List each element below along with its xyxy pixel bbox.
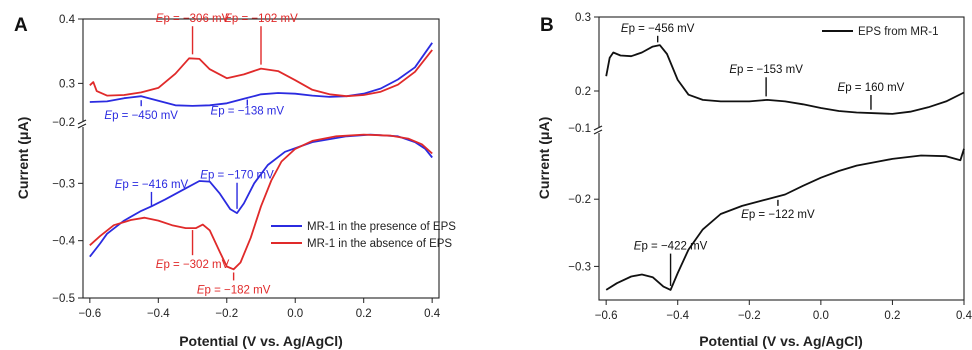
panel-a-legend: MR-1 in the presence of EPS MR-1 in the …: [271, 221, 456, 250]
legend-label-absent: MR-1 in the absence of EPS: [307, 238, 452, 250]
panel-b-ylabel: Current (μA): [536, 117, 552, 199]
axis-break-mark: [77, 119, 87, 125]
peak-annotation: Ep = −302 mV: [156, 259, 230, 271]
x-tick-label: 0.2: [356, 308, 372, 320]
peak-annotation-e: E: [197, 284, 205, 296]
series-line-upper-eps-from-mr-1: [605, 44, 965, 115]
y-tick-label: −0.3: [52, 178, 75, 190]
x-tick-label: 0.4: [424, 308, 441, 320]
peak-annotation-rest: p = −306 mV: [163, 13, 229, 25]
peak-annotation: Ep = −102 mV: [224, 13, 298, 25]
y-break-label: −0.2: [52, 117, 75, 129]
peak-annotation-rest: p = −170 mV: [208, 170, 274, 182]
x-tick-label: −0.4: [666, 310, 689, 322]
panel-b-frame: [598, 16, 965, 301]
peak-annotation-rest: p = −122 mV: [749, 209, 815, 221]
peak-annotation-e: E: [741, 209, 749, 221]
y-tick-label: 0.4: [59, 14, 76, 26]
peak-annotation-rest: p = −153 mV: [737, 64, 803, 76]
peak-annotation-rest: p = −422 mV: [641, 241, 707, 253]
x-tick-label: 0.0: [813, 310, 829, 322]
x-tick-label: −0.6: [78, 308, 101, 320]
axis-break-mark: [593, 125, 603, 131]
y-tick-label: −0.5: [52, 293, 75, 305]
panel-a: A −0.6 −0.4 −0.2 0.0 0.2 0.4 0.4 0.3 −0.2 −0.3 −0.…: [14, 13, 456, 349]
peak-annotation-e: E: [200, 170, 208, 182]
panel-b-xlabel: Potential (V vs. Ag/AgCl): [699, 333, 863, 349]
axis-break-gap: [596, 127, 602, 133]
peak-annotation: Ep = −450 mV: [104, 110, 178, 122]
peak-annotation-e: E: [104, 110, 112, 122]
peak-annotation: Ep = −422 mV: [634, 241, 708, 253]
peak-annotation-rest: p = −102 mV: [232, 13, 298, 25]
peak-annotation-e: E: [838, 82, 846, 94]
x-tick-label: −0.2: [215, 308, 238, 320]
y-tick-label: −0.2: [568, 194, 591, 206]
peak-annotation-rest: p = −450 mV: [112, 110, 178, 122]
x-tick-label: −0.6: [595, 310, 618, 322]
peak-annotation: Ep = −153 mV: [729, 64, 803, 76]
panel-a-frame: [82, 18, 440, 299]
x-tick-label: 0.0: [287, 308, 303, 320]
y-tick-label: 0.2: [575, 86, 591, 98]
legend-label-present: MR-1 in the presence of EPS: [307, 221, 456, 233]
series-line-lower-eps-from-mr-1: [605, 148, 965, 291]
peak-annotation-e: E: [156, 259, 164, 271]
x-tick-label: −0.2: [738, 310, 761, 322]
peak-annotation-e: E: [621, 23, 629, 35]
peak-annotation: Ep = −416 mV: [115, 179, 189, 191]
x-tick-label: 0.2: [884, 310, 900, 322]
series-line-upper-mr-1-in-the-presence-of-eps: [89, 42, 433, 107]
peak-annotation-e: E: [211, 105, 219, 117]
panel-a-label: A: [14, 15, 28, 36]
axis-break-mark: [77, 123, 87, 129]
axis-break-mark: [593, 129, 603, 135]
y-tick-label: −0.3: [568, 261, 591, 273]
x-tick-label: 0.4: [956, 310, 972, 322]
axis-break-gap: [80, 121, 86, 127]
series-line-upper-mr-1-in-the-absence-of-eps: [89, 49, 433, 98]
panel-a-xlabel: Potential (V vs. Ag/AgCl): [179, 333, 343, 349]
y-tick-label: 0.3: [575, 12, 591, 24]
legend-label-eps: EPS from MR-1: [858, 26, 939, 38]
y-break-label: −0.1: [568, 123, 591, 135]
panel-b-label: B: [540, 15, 554, 36]
peak-annotation: Ep = −138 mV: [211, 105, 285, 117]
peak-annotation: Ep = −306 mV: [156, 13, 230, 25]
x-tick-label: −0.4: [147, 308, 170, 320]
peak-annotation: Ep = −456 mV: [621, 23, 695, 35]
peak-annotation: Ep = 160 mV: [838, 82, 905, 94]
y-tick-label: 0.3: [59, 78, 75, 90]
peak-annotation-e: E: [156, 13, 164, 25]
peak-annotation: Ep = −170 mV: [200, 170, 274, 182]
series-line-lower-mr-1-in-the-absence-of-eps: [89, 133, 433, 271]
peak-annotation-e: E: [115, 179, 123, 191]
peak-annotation-e: E: [729, 64, 737, 76]
peak-annotation-e: E: [634, 241, 642, 253]
peak-annotation: Ep = −182 mV: [197, 284, 271, 296]
y-tick-label: −0.4: [52, 236, 75, 248]
peak-annotation-rest: p = −138 mV: [218, 105, 284, 117]
panel-b-legend: EPS from MR-1: [822, 26, 939, 38]
panel-b: B −0.6 −0.4 −0.2 0.0 0.2 0.4 0.3 0.2 −0.1 −0.2 −0.…: [536, 12, 972, 349]
peak-annotation-e: E: [224, 13, 232, 25]
peak-annotation-rest: p = −182 mV: [205, 284, 271, 296]
peak-annotation-rest: p = −416 mV: [122, 179, 188, 191]
peak-annotation-rest: p = −302 mV: [163, 259, 229, 271]
peak-annotation: Ep = −122 mV: [741, 209, 815, 221]
peak-annotation-rest: p = −456 mV: [629, 23, 695, 35]
peak-annotation-rest: p = 160 mV: [845, 82, 904, 94]
panel-a-ylabel: Current (μA): [15, 117, 31, 199]
